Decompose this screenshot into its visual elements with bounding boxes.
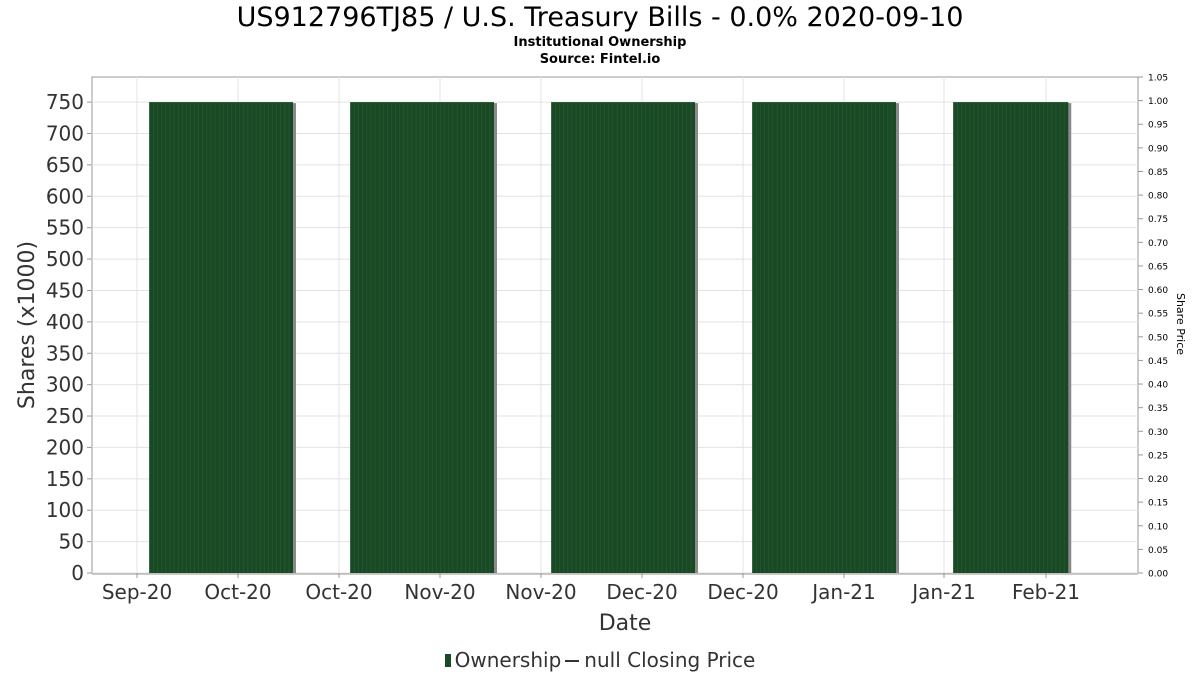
- y2-tick-label: 0.45: [1148, 357, 1168, 367]
- y2-tick-label: 0.05: [1148, 546, 1168, 556]
- y-tick-label: 750: [46, 90, 84, 114]
- x-tick-label: Oct-20: [305, 580, 372, 604]
- y-tick-label: 700: [46, 122, 84, 146]
- y-tick-label: 150: [46, 467, 84, 491]
- y-tick-label: 550: [46, 216, 84, 240]
- ownership-bar: [752, 102, 896, 573]
- y2-tick-label: 1.05: [1148, 74, 1168, 84]
- y-tick-label: 300: [46, 373, 84, 397]
- y-tick-label: 50: [59, 530, 84, 554]
- ownership-bar: [350, 102, 494, 573]
- y2-tick-label: 0.80: [1148, 192, 1168, 202]
- chart-title: US912796TJ85 / U.S. Treasury Bills - 0.0…: [236, 2, 964, 33]
- y-tick-label: 0: [71, 561, 84, 585]
- ownership-legend-swatch: [444, 654, 451, 667]
- y2-axis-label: Share Price: [1174, 293, 1187, 355]
- x-tick-label: Jan-21: [810, 580, 876, 604]
- ownership-bar: [149, 102, 293, 573]
- y2-tick-label: 0.35: [1148, 404, 1168, 414]
- y2-tick-label: 1.00: [1148, 97, 1168, 107]
- x-axis-label: Date: [599, 611, 652, 636]
- x-tick-label: Nov-20: [505, 580, 576, 604]
- y2-tick-label: 0.10: [1148, 522, 1168, 532]
- chart-source: Source: Fintel.io: [539, 52, 661, 67]
- y-tick-label: 100: [46, 498, 84, 522]
- y2-tick-label: 0.95: [1148, 121, 1168, 131]
- price-legend-line: [565, 659, 580, 662]
- y-axis-label: Shares (x1000): [15, 241, 40, 409]
- y2-tick-label: 0.25: [1148, 451, 1168, 461]
- y-tick-label: 650: [46, 153, 84, 177]
- y-tick-label: 250: [46, 404, 84, 428]
- y2-tick-label: 0.55: [1148, 310, 1168, 320]
- y-tick-label: 350: [46, 341, 84, 365]
- x-tick-label: Sep-20: [102, 580, 172, 604]
- price-legend-label: null Closing Price: [584, 648, 756, 672]
- y-tick-label: 450: [46, 278, 84, 302]
- y2-tick-label: 0.50: [1148, 333, 1168, 343]
- y2-tick-label: 0.90: [1148, 144, 1168, 154]
- x-tick-label: Jan-21: [910, 580, 976, 604]
- y2-tick-label: 0.75: [1148, 215, 1168, 225]
- y2-tick-label: 0.30: [1148, 428, 1168, 438]
- x-tick-label: Dec-20: [606, 580, 677, 604]
- chart-subtitle: Institutional Ownership: [513, 35, 687, 50]
- x-tick-label: Oct-20: [204, 580, 271, 604]
- y2-tick-label: 0.85: [1148, 168, 1168, 178]
- y2-tick-label: 0.00: [1148, 570, 1168, 580]
- y-tick-label: 400: [46, 310, 84, 334]
- y2-tick-label: 0.20: [1148, 475, 1168, 485]
- y2-tick-label: 0.40: [1148, 381, 1168, 391]
- y-tick-label: 600: [46, 184, 84, 208]
- y2-tick-label: 0.60: [1148, 286, 1168, 296]
- y-tick-label: 500: [46, 247, 84, 271]
- chart-legend: Ownership null Closing Price: [0, 648, 1200, 672]
- y2-tick-label: 0.15: [1148, 499, 1168, 509]
- y-tick-label: 200: [46, 435, 84, 459]
- y2-tick-label: 0.65: [1148, 262, 1168, 272]
- ownership-bar: [551, 102, 695, 573]
- x-tick-label: Nov-20: [404, 580, 475, 604]
- x-tick-label: Feb-21: [1012, 580, 1080, 604]
- x-tick-label: Dec-20: [707, 580, 778, 604]
- ownership-legend-label: Ownership: [454, 648, 562, 672]
- y2-tick-label: 0.70: [1148, 239, 1168, 249]
